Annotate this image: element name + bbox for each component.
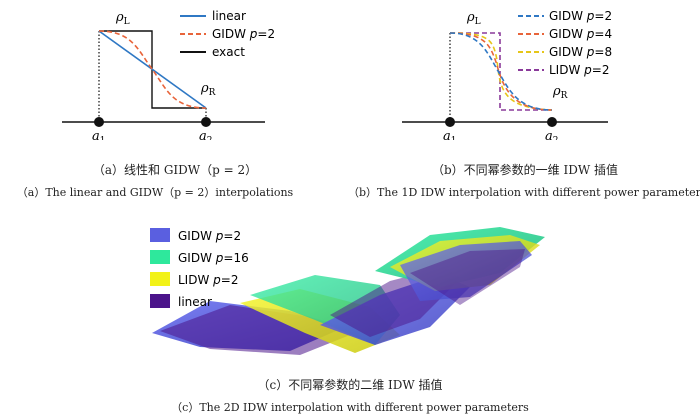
caption-a-zh: （a）线性和 GIDW（p = 2） xyxy=(92,163,258,177)
panel-b-plot: ρL ρR a1 a2 GIDW p=2 GIDW p=4 GIDW p=8 L… xyxy=(402,9,612,146)
c-legend-swatch-linear xyxy=(150,294,170,308)
a-legend-label-linear: linear xyxy=(212,9,246,23)
b-node-a1 xyxy=(445,117,455,127)
b-gidw4-line xyxy=(449,32,553,111)
a-rho-r: ρR xyxy=(200,81,216,98)
a-legend-label-exact: exact xyxy=(212,45,245,59)
a-legend: linear GIDW p=2 exact xyxy=(180,9,275,59)
a-legend-label-gidw: GIDW p=2 xyxy=(212,27,275,41)
a-a2-label: a2 xyxy=(199,129,213,140)
panel-a: ρL ρR a1 a2 linear GIDW p=2 exact xyxy=(0,0,350,146)
a-a1-label: a1 xyxy=(92,129,106,140)
b-lidw-line xyxy=(450,32,552,111)
c-legend-label-gidw2: GIDW p=2 xyxy=(178,229,241,243)
b-a2-label: a2 xyxy=(545,129,559,140)
panel-a-plot: ρL ρR a1 a2 linear GIDW p=2 exact xyxy=(62,9,275,146)
b-gidw8-line xyxy=(449,32,553,111)
b-gidw2-line xyxy=(449,32,553,111)
a-node-a2 xyxy=(201,117,211,127)
caption-b-zh: （b）不同幂参数的一维 IDW 插值 xyxy=(431,163,618,177)
caption-b-en: （b）The 1D IDW interpolation with differe… xyxy=(348,186,700,199)
a-linear-line xyxy=(98,30,207,109)
b-a1-label: a1 xyxy=(443,129,457,140)
b-rho-l: ρL xyxy=(466,10,481,27)
b-legend: GIDW p=2 GIDW p=4 GIDW p=8 LIDW p=2 xyxy=(518,9,612,77)
panel-c: GIDW p=2 GIDW p=16 LIDW p=2 linear xyxy=(140,215,560,365)
c-surface-gidw2-high xyxy=(400,241,532,301)
c-legend-swatch-gidw16 xyxy=(150,250,170,264)
c-legend-swatch-gidw2 xyxy=(150,228,170,242)
a-node-a1 xyxy=(94,117,104,127)
c-legend-swatch-lidw2 xyxy=(150,272,170,286)
panel-b: ρL ρR a1 a2 GIDW p=2 GIDW p=4 GIDW p=8 L… xyxy=(350,0,700,146)
panel-c-surface xyxy=(152,227,545,355)
b-rho-r: ρR xyxy=(552,84,568,101)
b-legend-label-gidw2: GIDW p=2 xyxy=(549,9,612,23)
a-gidw-line xyxy=(98,30,207,109)
b-legend-label-gidw4: GIDW p=4 xyxy=(549,27,612,41)
b-node-a2 xyxy=(547,117,557,127)
c-surface-linear-high xyxy=(410,249,525,305)
c-legend-label-linear: linear xyxy=(178,295,212,309)
a-rho-l: ρL xyxy=(115,10,130,27)
caption-c-en: （c）The 2D IDW interpolation with differe… xyxy=(171,401,529,414)
c-legend-label-gidw16: GIDW p=16 xyxy=(178,251,249,265)
caption-a-en: （a）The linear and GIDW（p = 2）interpolati… xyxy=(16,186,294,199)
c-legend-label-lidw2: LIDW p=2 xyxy=(178,273,238,287)
caption-c-zh: （c）不同幂参数的二维 IDW 插值 xyxy=(257,378,443,392)
c-legend: GIDW p=2 GIDW p=16 LIDW p=2 linear xyxy=(150,228,249,309)
b-legend-label-lidw2: LIDW p=2 xyxy=(549,63,609,77)
b-legend-label-gidw8: GIDW p=8 xyxy=(549,45,612,59)
